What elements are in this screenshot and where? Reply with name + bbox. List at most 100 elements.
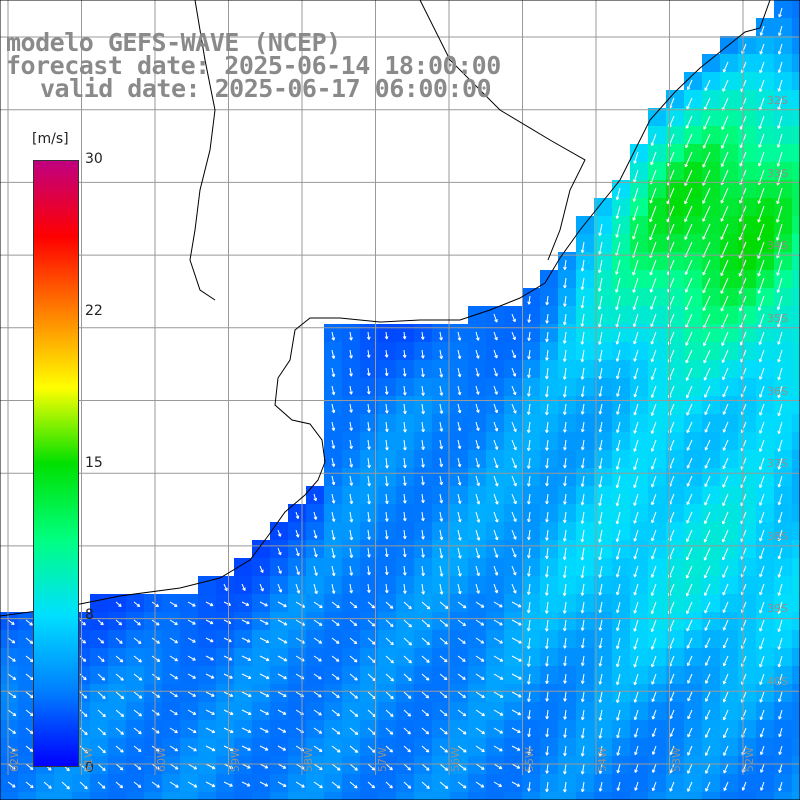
wind-arrow [633, 619, 639, 632]
wind-arrow-head [632, 306, 635, 310]
wind-arrow [669, 457, 675, 469]
wind-arrow [759, 421, 765, 434]
wind-arrow [581, 529, 585, 543]
wind-cell [468, 432, 486, 450]
wind-arrow-head [632, 289, 634, 293]
wind-cell [558, 504, 576, 522]
wind-arrow-head [777, 574, 780, 578]
wind-cell [792, 54, 800, 72]
wind-arrow-head [475, 337, 479, 341]
wind-cell [630, 648, 648, 666]
wind-cell [648, 270, 666, 288]
wind-arrow-head [476, 483, 480, 487]
wind-arrow [721, 133, 729, 149]
wind-arrow-head [545, 320, 548, 324]
wind-arrow [349, 673, 358, 681]
wind-cell [612, 540, 630, 558]
wind-arrow [475, 547, 480, 559]
wind-cell [792, 612, 800, 630]
wind-arrow-head [444, 625, 448, 627]
wind-cell [630, 198, 648, 216]
valid-date: valid date: 2025-06-17 06:00:00 [40, 74, 492, 103]
wind-cell [648, 162, 666, 180]
wind-cell [486, 792, 504, 800]
wind-cell [630, 468, 648, 486]
wind-arrow [421, 421, 424, 433]
wind-cell [738, 54, 756, 72]
wind-arrow [616, 565, 621, 578]
wind-cell [720, 576, 738, 594]
wind-arrow [687, 673, 693, 684]
wind-arrow [367, 493, 370, 505]
wind-cell [702, 270, 720, 288]
wind-arrow [669, 781, 675, 792]
wind-arrow [403, 619, 412, 628]
wind-cell [738, 594, 756, 612]
wind-arrow [331, 421, 335, 431]
wind-arrow [259, 655, 270, 661]
wind-arrow-head [371, 786, 375, 789]
wind-arrow [367, 349, 370, 358]
wind-cell [720, 630, 738, 648]
wind-arrow-head [545, 752, 548, 756]
wind-arrow-head [562, 411, 565, 415]
wind-arrow [615, 277, 621, 293]
wind-arrow [241, 763, 251, 769]
wind-arrow [616, 727, 621, 739]
wind-arrow [778, 457, 783, 470]
wind-cell [270, 576, 288, 594]
wind-arrow-head [527, 716, 530, 720]
wind-cell [576, 432, 594, 450]
wind-cell [558, 486, 576, 504]
wind-arrow-head [633, 520, 635, 524]
wind-cell [342, 450, 360, 468]
wind-arrow-head [349, 537, 353, 541]
wind-arrow-head [331, 374, 335, 378]
wind-cell [612, 216, 630, 234]
wind-arrow [720, 205, 729, 222]
wind-cell [450, 414, 468, 432]
wind-arrow [115, 781, 124, 789]
wind-cell [342, 558, 360, 576]
wind-arrow [705, 781, 711, 792]
wind-arrow-head [371, 768, 375, 771]
wind-arrow [403, 655, 412, 664]
wind-cell [774, 522, 792, 540]
wind-cell [684, 252, 702, 270]
wind-arrow-head [475, 373, 479, 377]
wind-cell [378, 558, 396, 576]
wind-cell [738, 36, 756, 54]
wind-arrow [632, 205, 639, 221]
wind-arrow-head [29, 642, 33, 644]
wind-cell [756, 216, 774, 234]
wind-arrow-head [296, 590, 300, 594]
wind-cell [738, 450, 756, 468]
wind-arrow-head [526, 645, 529, 650]
wind-arrow [599, 727, 603, 739]
wind-arrow [493, 331, 498, 341]
wind-arrow [457, 493, 461, 504]
wind-cell [504, 378, 522, 396]
wind-arrow [187, 709, 197, 715]
wind-arrow [599, 457, 603, 469]
wind-arrow [421, 331, 424, 340]
wind-arrow [722, 97, 729, 111]
wind-arrow-head [615, 484, 618, 488]
wind-arrow-head [443, 696, 447, 699]
wind-cell [666, 504, 684, 522]
wind-arrow [331, 583, 335, 594]
wind-arrow [25, 763, 34, 770]
wind-arrow-head [580, 574, 583, 579]
wind-arrow-head [527, 681, 530, 685]
wind-arrow [421, 511, 424, 521]
wind-arrow-head [616, 627, 618, 631]
wind-arrow [563, 547, 567, 560]
wind-arrow-head [580, 483, 583, 487]
wind-arrow [421, 385, 424, 396]
wind-arrow [704, 457, 711, 469]
wind-arrow [777, 313, 783, 328]
wind-cell [774, 576, 792, 594]
wind-cell [576, 486, 594, 504]
wind-arrow [563, 349, 567, 362]
wind-arrow [403, 565, 406, 576]
